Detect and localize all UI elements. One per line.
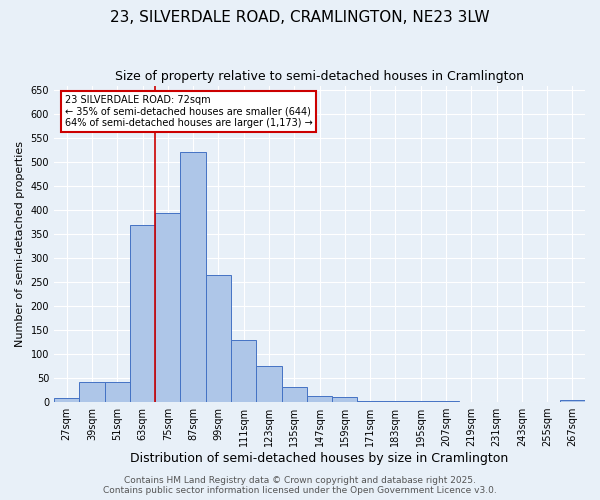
Bar <box>281 387 307 402</box>
Bar <box>155 212 181 402</box>
Bar <box>130 224 155 402</box>
Text: 23, SILVERDALE ROAD, CRAMLINGTON, NE23 3LW: 23, SILVERDALE ROAD, CRAMLINGTON, NE23 3… <box>110 10 490 25</box>
Bar <box>256 366 281 402</box>
Title: Size of property relative to semi-detached houses in Cramlington: Size of property relative to semi-detach… <box>115 70 524 83</box>
Bar <box>206 275 231 402</box>
Bar <box>79 382 104 402</box>
Bar <box>332 398 358 402</box>
Bar <box>408 401 433 402</box>
Bar <box>104 382 130 402</box>
Bar <box>433 401 458 402</box>
Bar <box>383 400 408 402</box>
Y-axis label: Number of semi-detached properties: Number of semi-detached properties <box>15 141 25 347</box>
Bar <box>54 398 79 402</box>
X-axis label: Distribution of semi-detached houses by size in Cramlington: Distribution of semi-detached houses by … <box>130 452 509 465</box>
Text: Contains HM Land Registry data © Crown copyright and database right 2025.
Contai: Contains HM Land Registry data © Crown c… <box>103 476 497 495</box>
Bar <box>358 401 383 402</box>
Bar <box>560 400 585 402</box>
Bar <box>231 340 256 402</box>
Bar <box>307 396 332 402</box>
Bar <box>181 152 206 402</box>
Text: 23 SILVERDALE ROAD: 72sqm
← 35% of semi-detached houses are smaller (644)
64% of: 23 SILVERDALE ROAD: 72sqm ← 35% of semi-… <box>65 95 313 128</box>
